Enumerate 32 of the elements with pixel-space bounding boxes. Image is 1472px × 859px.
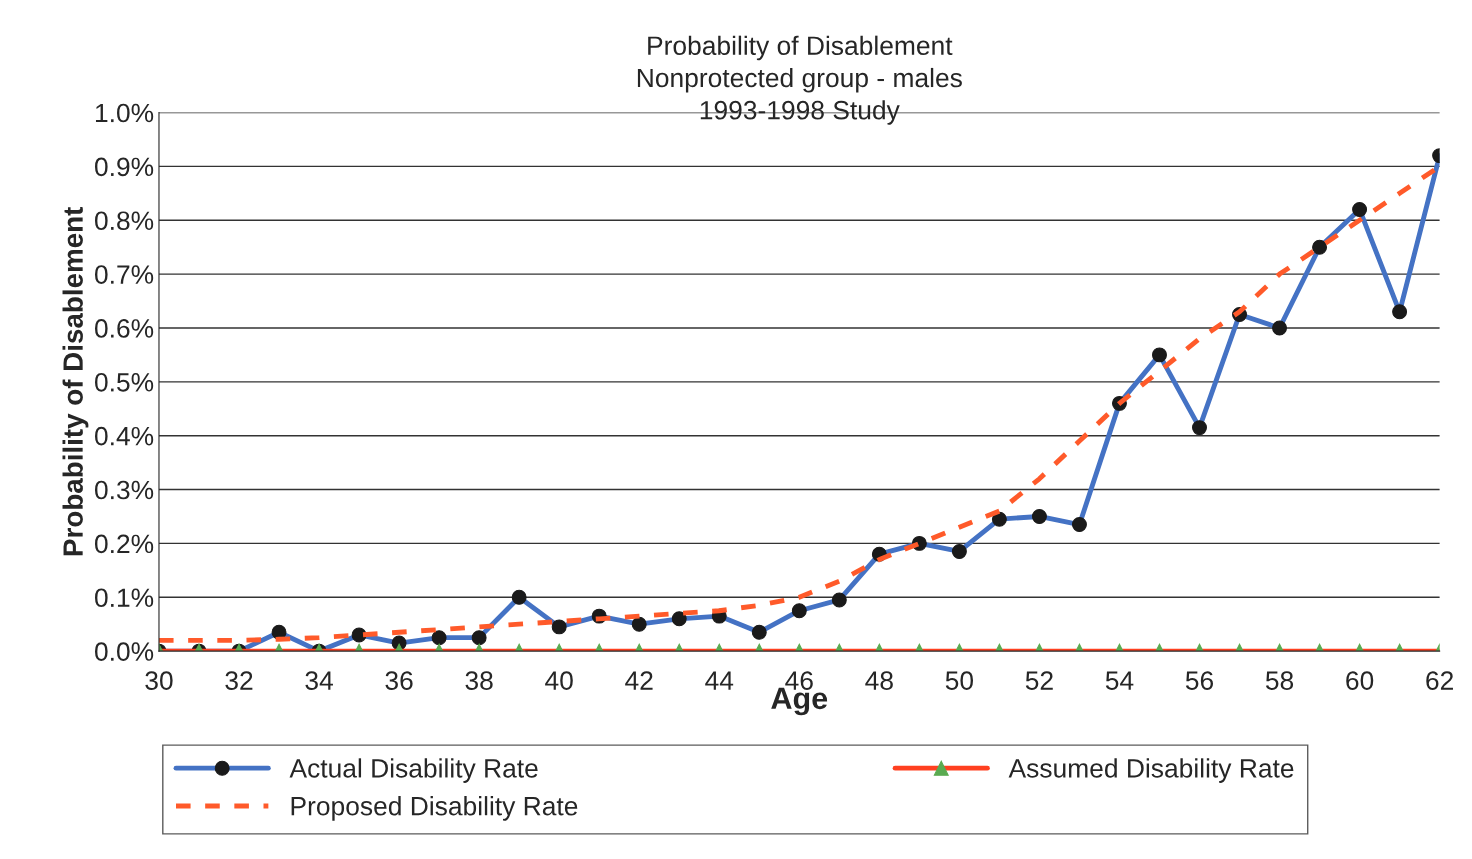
x-tick-label: 56 xyxy=(1185,671,1214,690)
y-tick-label: 0.5% xyxy=(95,372,154,392)
legend-label: Assumed Disability Rate xyxy=(1008,758,1294,783)
x-tick-label: 42 xyxy=(625,671,653,690)
x-tick-label: 34 xyxy=(305,671,333,690)
x-tick-label: 60 xyxy=(1346,671,1374,690)
x-tick-label: 40 xyxy=(545,671,573,690)
x-tick-label: 50 xyxy=(945,671,974,690)
y-tick-label: 0.6% xyxy=(95,319,154,338)
y-tick-label: 0.4% xyxy=(95,426,154,446)
x-tick-label: 48 xyxy=(865,671,893,690)
x-tick-label: 30 xyxy=(145,671,173,690)
y-axis-title: Probability of Disablement xyxy=(62,206,89,556)
legend-label: Actual Disability Rate xyxy=(289,758,538,783)
x-tick-label: 62 xyxy=(1426,671,1453,690)
x-tick-label: 58 xyxy=(1265,671,1294,690)
y-tick-label: 0.0% xyxy=(95,642,154,661)
y-tick-label: 0.3% xyxy=(95,480,154,500)
x-tick-label: 52 xyxy=(1025,671,1053,690)
y-tick-label: 0.2% xyxy=(95,534,154,554)
y-tick-label: 1.0% xyxy=(95,103,154,123)
y-tick-label: 0.7% xyxy=(95,265,154,284)
x-tick-label: 44 xyxy=(705,671,734,690)
x-tick-label: 38 xyxy=(465,671,493,690)
chart-title: Probability of Disablement Nonprotected group - males 1993-1998 Study xyxy=(637,35,962,125)
y-tick-label: 0.8% xyxy=(95,211,154,231)
x-tick-label: 32 xyxy=(225,671,253,690)
x-tick-label: 36 xyxy=(385,671,413,690)
x-tick-label: 54 xyxy=(1105,671,1134,690)
y-tick-label: 0.1% xyxy=(95,588,154,608)
y-tick-label: 0.9% xyxy=(95,157,154,177)
legend-label: Proposed Disability Rate xyxy=(291,796,578,821)
